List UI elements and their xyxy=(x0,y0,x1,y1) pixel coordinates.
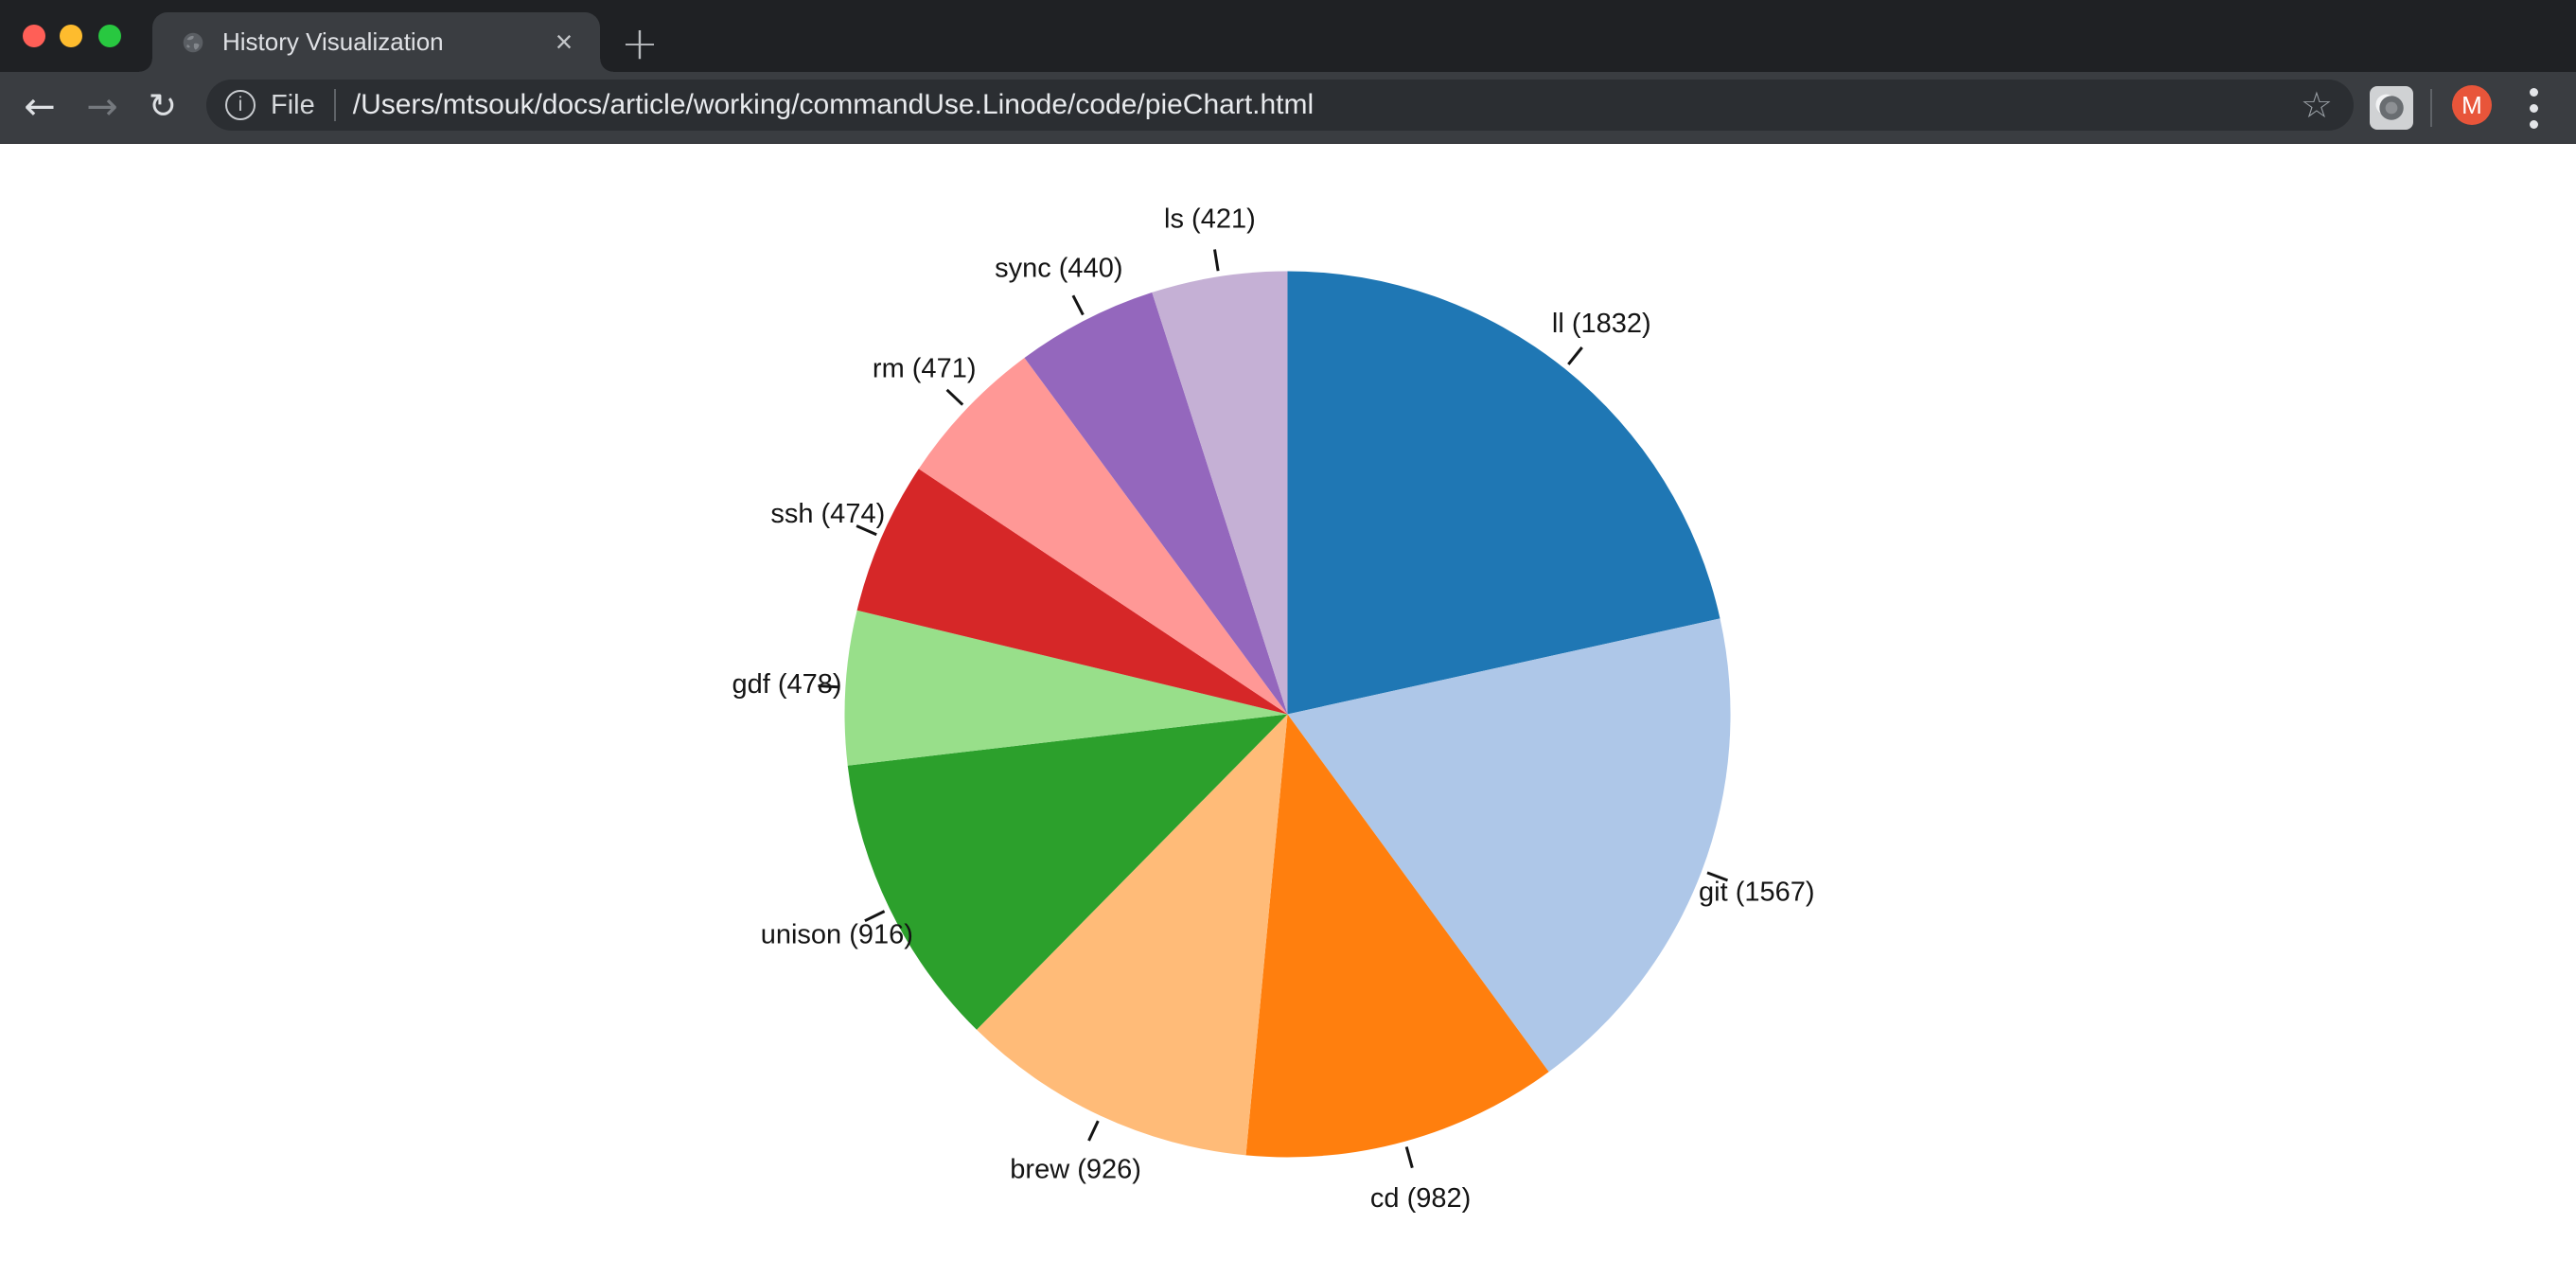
menu-dot-icon xyxy=(2529,87,2538,97)
back-button[interactable]: ← xyxy=(24,85,56,129)
label-tick-ls xyxy=(1213,249,1220,272)
pie-slice-ssh xyxy=(856,469,1288,715)
pie-slice-brew xyxy=(977,714,1288,1156)
toolbar-divider xyxy=(2430,89,2432,127)
forward-button: → xyxy=(86,85,118,129)
slice-label-sync: sync (440) xyxy=(995,253,1122,283)
pie-slice-rm xyxy=(918,358,1288,715)
profile-avatar[interactable]: M xyxy=(2452,85,2492,125)
address-bar[interactable]: i File /Users/mtsouk/docs/article/workin… xyxy=(206,80,2354,131)
slice-label-git: git (1567) xyxy=(1699,877,1815,907)
window-zoom-button[interactable] xyxy=(98,25,121,47)
browser-toolbar: ← → ↻ i File /Users/mtsouk/docs/article/… xyxy=(0,72,2576,144)
label-tick-rm xyxy=(945,388,964,406)
menu-dot-icon xyxy=(2529,119,2538,129)
globe-favicon-icon xyxy=(183,32,203,52)
pie-slice-ll xyxy=(1287,271,1720,715)
url-text[interactable]: /Users/mtsouk/docs/article/working/comma… xyxy=(352,89,1314,120)
label-tick-gdf xyxy=(818,684,840,689)
slice-label-rm: rm (471) xyxy=(873,354,977,384)
label-tick-brew xyxy=(1087,1120,1100,1142)
label-tick-ll xyxy=(1567,346,1583,365)
label-tick-unison xyxy=(864,910,886,923)
label-tick-ssh xyxy=(856,524,877,537)
slice-label-brew: brew (926) xyxy=(1010,1154,1141,1184)
pie-slice-git xyxy=(1287,618,1731,1073)
page-content: ll (1832) git (1567) cd (982) brew (926) uni… xyxy=(0,145,2576,1277)
extension-swirl-icon xyxy=(2375,94,2404,120)
slice-label-ls: ls (421) xyxy=(1164,204,1256,234)
menu-dot-icon xyxy=(2529,103,2538,113)
bookmark-star-icon[interactable]: ☆ xyxy=(2300,84,2333,126)
pie-slice-unison xyxy=(847,714,1288,1030)
slice-label-ssh: ssh (474) xyxy=(770,499,885,529)
url-scheme-label: File xyxy=(271,89,315,120)
pie-slice-gdf xyxy=(844,610,1288,766)
page-info-icon[interactable]: i xyxy=(225,90,256,120)
new-tab-button[interactable]: + xyxy=(620,17,660,70)
browser-menu-button[interactable] xyxy=(2521,80,2546,136)
tab-strip: History Visualization × + xyxy=(0,0,2576,72)
reload-button[interactable]: ↻ xyxy=(148,87,178,126)
window-close-button[interactable] xyxy=(23,25,45,47)
url-separator xyxy=(333,89,336,121)
tab-close-icon[interactable]: × xyxy=(555,24,573,59)
pie-chart: ll (1832) git (1567) cd (982) brew (926) uni… xyxy=(732,204,1815,1214)
label-tick-sync xyxy=(1071,294,1085,316)
pie-slice-sync xyxy=(1024,292,1288,715)
label-tick-cd xyxy=(1404,1146,1414,1169)
slice-label-cd: cd (982) xyxy=(1370,1183,1471,1214)
slice-label-gdf: gdf (478) xyxy=(732,669,841,700)
label-tick-git xyxy=(1706,871,1729,882)
window-minimize-button[interactable] xyxy=(60,25,82,47)
extension-button[interactable] xyxy=(2370,86,2413,130)
slice-label-ll: ll (1832) xyxy=(1552,309,1651,339)
pie-slice-cd xyxy=(1245,714,1549,1158)
active-tab[interactable]: History Visualization × xyxy=(139,12,613,72)
pie-slice-ls xyxy=(1152,271,1288,715)
slice-label-unison: unison (916) xyxy=(761,920,913,950)
tab-title: History Visualization xyxy=(222,27,444,56)
